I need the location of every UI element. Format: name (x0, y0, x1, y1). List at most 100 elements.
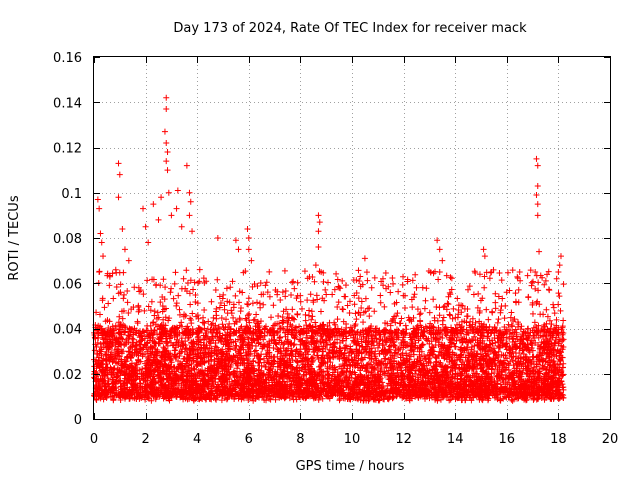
data-point (250, 336, 257, 343)
data-point (453, 356, 460, 363)
data-point (319, 348, 326, 355)
data-point (503, 340, 510, 347)
data-point (389, 395, 396, 402)
data-point (337, 346, 344, 353)
data-point (410, 351, 417, 358)
data-point (91, 392, 98, 399)
data-point (142, 342, 149, 349)
data-point (91, 356, 98, 363)
data-point (381, 372, 388, 379)
data-point (556, 336, 563, 343)
data-point (426, 355, 433, 362)
data-point (184, 323, 191, 330)
data-point (471, 348, 478, 355)
data-point (105, 356, 112, 363)
data-point (354, 361, 361, 368)
data-point (386, 346, 393, 353)
data-point (427, 372, 434, 379)
data-point (371, 366, 378, 373)
data-point (272, 340, 279, 347)
data-point (529, 341, 536, 348)
data-point (117, 377, 124, 384)
data-point (268, 332, 275, 339)
data-point (97, 359, 104, 366)
data-point (519, 335, 526, 342)
data-point (260, 336, 267, 343)
data-point (200, 376, 207, 383)
data-point (336, 345, 343, 352)
data-point (511, 342, 518, 349)
data-point (123, 358, 130, 365)
data-point (179, 369, 186, 376)
data-point (175, 357, 182, 364)
data-point (115, 343, 122, 350)
data-point (501, 357, 508, 364)
data-point (508, 333, 515, 340)
data-point (304, 361, 311, 368)
data-point (335, 374, 342, 381)
data-point (205, 376, 212, 383)
data-point (400, 339, 407, 346)
data-point (174, 333, 181, 340)
data-point (280, 367, 287, 374)
y-axis-label: ROTI / TECUs (7, 195, 22, 280)
data-point (126, 333, 133, 340)
data-point (226, 369, 233, 376)
data-point (180, 355, 187, 362)
data-point (258, 351, 265, 358)
data-point (227, 336, 234, 343)
data-point (262, 364, 269, 371)
data-point (420, 333, 427, 340)
data-point (197, 344, 204, 351)
data-point (539, 350, 546, 357)
data-point (437, 396, 444, 403)
data-point (252, 342, 259, 349)
data-point (141, 341, 148, 348)
data-point (136, 341, 143, 348)
data-point (317, 332, 324, 339)
data-point (494, 380, 501, 387)
data-point (369, 385, 376, 392)
data-point (390, 334, 397, 341)
data-point (186, 352, 193, 359)
data-point (282, 352, 289, 359)
data-point (323, 392, 330, 399)
data-point (458, 352, 465, 359)
data-point (115, 350, 122, 357)
data-point (95, 354, 102, 361)
data-point (330, 340, 337, 347)
data-point (405, 364, 412, 371)
data-point (158, 358, 165, 365)
data-point (524, 336, 531, 343)
data-point (315, 371, 322, 378)
data-point (162, 347, 169, 354)
data-point (497, 358, 504, 365)
data-point (423, 387, 430, 394)
data-point (119, 336, 126, 343)
data-point (437, 361, 444, 368)
data-point (283, 348, 290, 355)
data-point (243, 391, 250, 398)
data-point (509, 381, 516, 388)
data-point (403, 326, 410, 333)
data-point (370, 342, 377, 349)
data-point (331, 383, 338, 390)
data-point (371, 335, 378, 342)
data-point (103, 361, 110, 368)
data-point (191, 366, 198, 373)
data-point (382, 338, 389, 345)
data-point (322, 337, 329, 344)
data-point (212, 343, 219, 350)
data-point (428, 338, 435, 345)
data-point (233, 360, 240, 367)
data-point (193, 353, 200, 360)
data-point (232, 342, 239, 349)
data-point (115, 358, 122, 365)
data-point (96, 348, 103, 355)
data-points (91, 94, 567, 404)
data-point (513, 360, 520, 367)
data-point (327, 341, 334, 348)
data-point (93, 351, 100, 358)
data-point (178, 348, 185, 355)
data-point (204, 325, 211, 332)
